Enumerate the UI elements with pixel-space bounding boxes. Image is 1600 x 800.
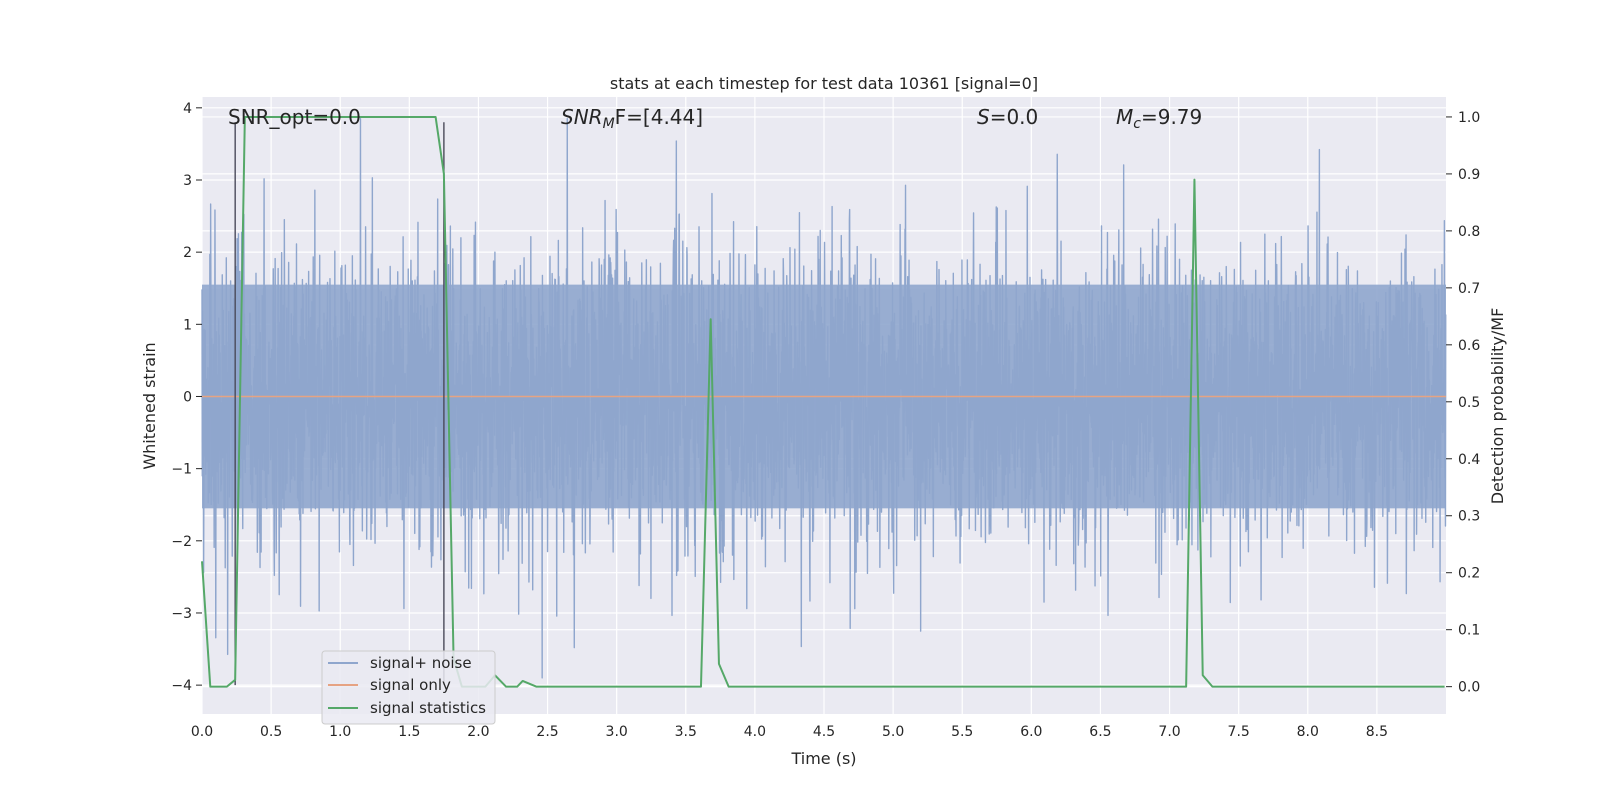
x-tick-label: 6.5 (1089, 724, 1111, 740)
annotation-s: S=0.0 (977, 105, 1038, 129)
x-tick-label: 7.0 (1158, 724, 1180, 740)
legend-label-statistics: signal statistics (370, 699, 486, 717)
x-tick-label: 1.5 (398, 724, 420, 740)
annotation-snr-mf-main: SNR (561, 105, 603, 129)
annotation-snr-opt: SNR_opt=0.0 (228, 105, 361, 129)
y-tick-label: −2 (171, 534, 192, 550)
x-tick-label: 4.5 (813, 724, 835, 740)
annotation-mc-rest: =9.79 (1141, 105, 1202, 129)
legend-label-signal-only: signal only (370, 676, 451, 694)
x-tick-label: 6.0 (1020, 724, 1042, 740)
x-tick-label: 4.0 (744, 724, 766, 740)
x-tick-label: 5.0 (882, 724, 904, 740)
legend-box (321, 650, 496, 725)
y-tick-label: 1 (183, 317, 192, 333)
x-tick-label: 7.5 (1228, 724, 1250, 740)
x-tick-label: 8.5 (1366, 724, 1388, 740)
x-tick-label: 2.5 (536, 724, 558, 740)
y-axis-label: Whitened strain (140, 342, 159, 469)
annotation-snr-mf-rest: F=[4.44] (615, 105, 703, 129)
x-tick-label: 2.0 (467, 724, 489, 740)
annotation-s-main: S (977, 105, 990, 129)
y-tick-label: −4 (171, 678, 192, 694)
y-tick-label: −3 (171, 606, 192, 622)
annotation-snr-mf-sub: M (603, 116, 615, 132)
x-tick-label: 3.5 (675, 724, 697, 740)
statistics-series (201, 115, 1445, 688)
y2-tick-label: 0.9 (1458, 167, 1480, 183)
x-axis-label: Time (s) (790, 749, 856, 768)
y-tick-label: 3 (183, 173, 192, 189)
legend-label-noise: signal+ noise (370, 654, 472, 672)
tick-labels: 0.0 0.5 1.0 1.5 2.0 2.5 3.0 3.5 4.0 4.5 5.0 5.5 6.0 6… (171, 101, 1480, 740)
y2-tick-label: 0.5 (1458, 395, 1480, 411)
annotation-mc: Mc=9.79 (1116, 105, 1202, 132)
x-tick-label: 1.0 (329, 724, 351, 740)
x-tick-label: 0.5 (260, 724, 282, 740)
chart-title: stats at each timestep for test data 103… (610, 74, 1038, 93)
annotation-s-rest: =0.0 (990, 105, 1039, 129)
y-tick-label: 4 (183, 101, 192, 117)
y2-tick-label: 0.6 (1458, 338, 1480, 354)
y2-tick-label: 0.2 (1458, 566, 1480, 582)
annotation-snr-mf: SNRMF=[4.44] (561, 105, 703, 132)
x-tick-label: 8.0 (1297, 724, 1319, 740)
y2-tick-label: 1.0 (1458, 110, 1480, 126)
statistics-line (201, 115, 1445, 688)
y2-tick-label: 0.8 (1458, 224, 1480, 240)
annotation-mc-main: M (1116, 105, 1133, 129)
y2-axis-label: Detection probability/MF (1488, 308, 1507, 505)
y-tick-label: 0 (183, 389, 192, 405)
y-tick-label: 2 (183, 245, 192, 261)
y2-tick-label: 0.7 (1458, 281, 1480, 297)
y2-tick-label: 0.3 (1458, 509, 1480, 525)
y2-tick-label: 0.4 (1458, 452, 1480, 468)
annotation-mc-sub: c (1133, 116, 1141, 132)
y2-tick-label: 0.0 (1458, 680, 1480, 696)
y2-tick-label: 0.1 (1458, 623, 1480, 639)
x-tick-label: 0.0 (191, 724, 213, 740)
y-tick-label: −1 (171, 462, 192, 478)
x-tick-label: 3.0 (606, 724, 628, 740)
x-tick-label: 5.5 (951, 724, 973, 740)
legend: signal+ noise signal only signal statist… (321, 650, 496, 725)
